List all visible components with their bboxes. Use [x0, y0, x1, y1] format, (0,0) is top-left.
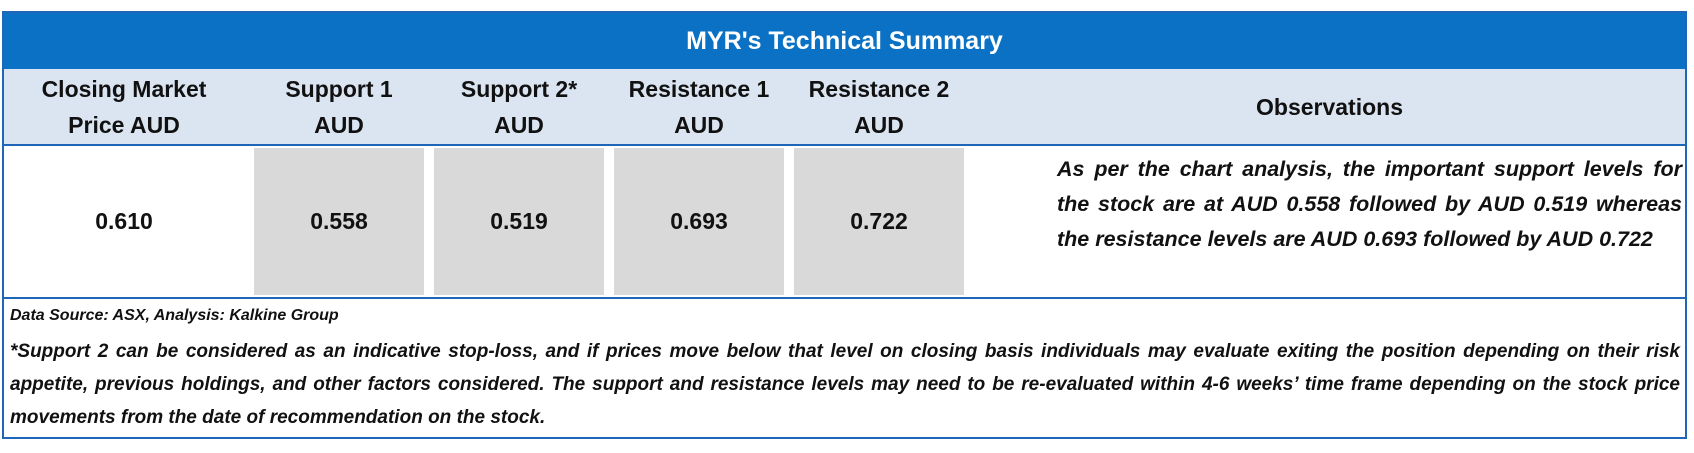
value-support-2: 0.519	[434, 148, 604, 295]
header-support-2: Support 2* AUD	[434, 69, 604, 144]
header-closing-price: Closing Market Price AUD	[4, 69, 244, 144]
header-closing-price-line2: Price AUD	[68, 111, 180, 138]
header-support-2-line1: Support 2*	[460, 75, 578, 102]
data-source: Data Source: ASX, Analysis: Kalkine Grou…	[10, 307, 339, 324]
value-resistance-1: 0.693	[614, 148, 784, 295]
technical-summary-table: MYR's Technical Summary Closing Market P…	[2, 11, 1687, 439]
header-resistance-1: Resistance 1 AUD	[614, 69, 784, 144]
header-support-2-line2: AUD	[494, 111, 544, 138]
data-row: 0.610 0.558 0.519 0.693 0.722 As per the…	[4, 146, 1685, 299]
header-resistance-2: Resistance 2 AUD	[794, 69, 964, 144]
header-resistance-2-line1: Resistance 2	[808, 75, 950, 102]
header-support-1-label: Support 1 AUD	[285, 75, 393, 138]
footnote: *Support 2 can be considered as an indic…	[10, 341, 1680, 428]
header-resistance-1-line2: AUD	[674, 111, 724, 138]
header-observations-label: Observations	[1256, 93, 1403, 120]
value-support-1: 0.558	[254, 148, 424, 295]
header-resistance-2-line2: AUD	[854, 111, 904, 138]
header-observations: Observations	[974, 69, 1685, 144]
header-resistance-1-line1: Resistance 1	[628, 75, 770, 102]
table-title: MYR's Technical Summary	[4, 13, 1685, 69]
value-closing-price: 0.610	[95, 208, 153, 234]
header-row: Closing Market Price AUD Support 1 AUD S…	[4, 69, 1685, 146]
header-support-1: Support 1 AUD	[254, 69, 424, 144]
observation-text: As per the chart analysis, the important…	[1057, 157, 1682, 251]
header-closing-price-line1: Closing Market	[41, 75, 207, 102]
value-resistance-2: 0.722	[794, 148, 964, 295]
